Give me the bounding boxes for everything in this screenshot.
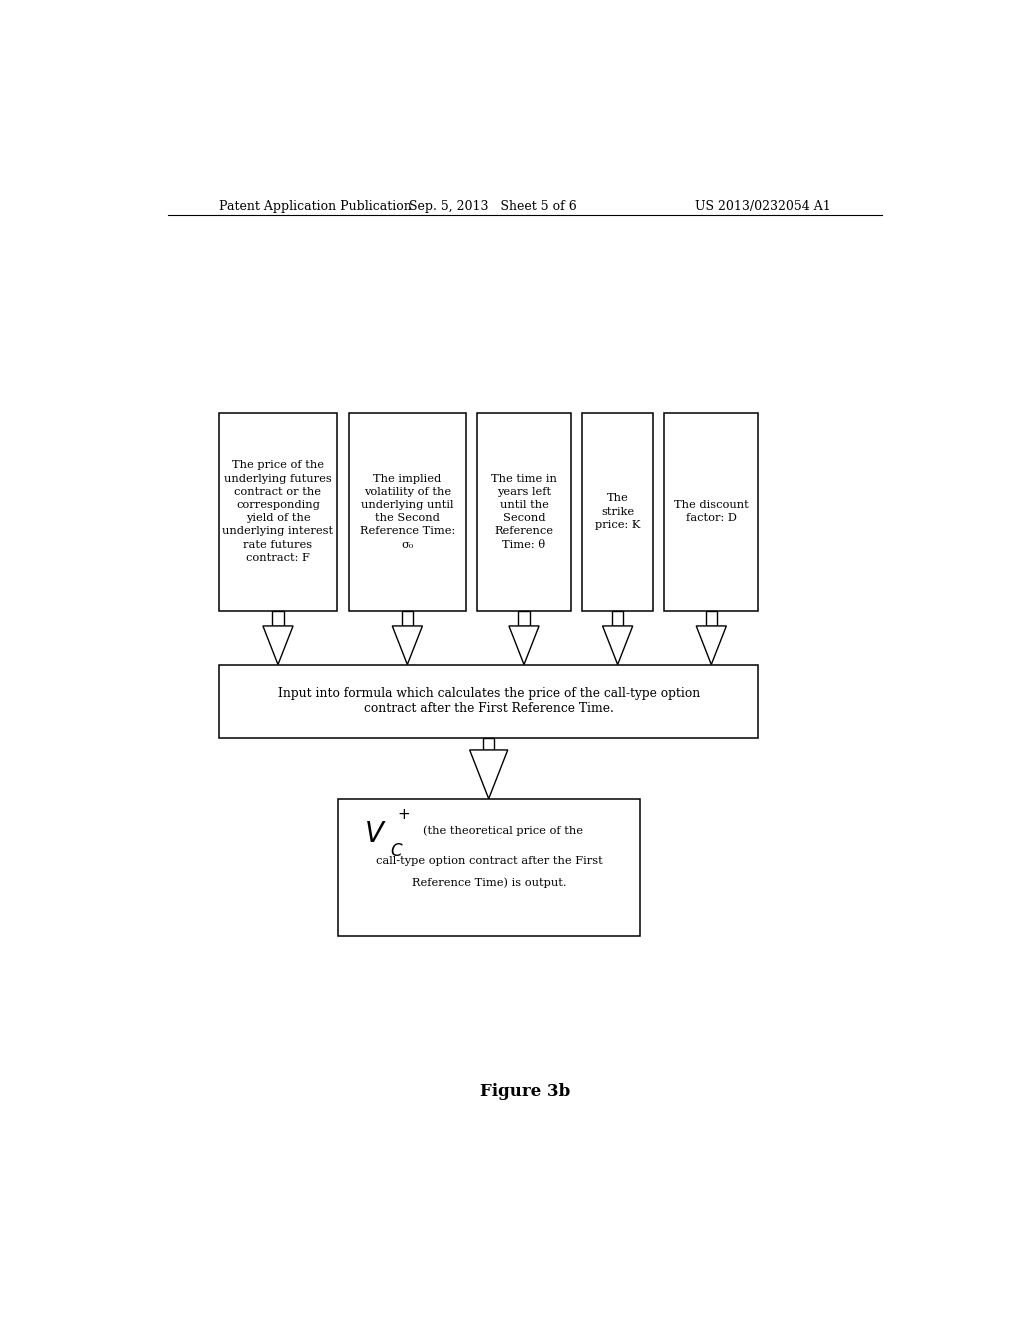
Text: Patent Application Publication: Patent Application Publication [219,199,412,213]
Text: (the theoretical price of the: (the theoretical price of the [423,825,584,836]
FancyBboxPatch shape [348,412,466,611]
FancyBboxPatch shape [219,412,337,611]
Polygon shape [509,626,539,664]
Text: Reference Time) is output.: Reference Time) is output. [412,878,566,888]
FancyBboxPatch shape [401,611,413,626]
Polygon shape [392,626,423,664]
Polygon shape [696,626,726,664]
FancyBboxPatch shape [338,799,640,936]
Text: $\mathit{C}$: $\mathit{C}$ [390,842,403,859]
Polygon shape [470,750,508,799]
FancyBboxPatch shape [219,664,758,738]
FancyBboxPatch shape [706,611,717,626]
FancyBboxPatch shape [477,412,570,611]
FancyBboxPatch shape [272,611,284,626]
FancyBboxPatch shape [518,611,529,626]
Polygon shape [602,626,633,664]
Text: The
strike
price: K: The strike price: K [595,494,640,529]
Text: call-type option contract after the First: call-type option contract after the Firs… [376,855,602,866]
Text: The price of the
underlying futures
contract or the
corresponding
yield of the
u: The price of the underlying futures cont… [222,461,334,562]
Text: $\mathit{V}$: $\mathit{V}$ [364,821,386,849]
Text: Sep. 5, 2013   Sheet 5 of 6: Sep. 5, 2013 Sheet 5 of 6 [410,199,577,213]
Text: The discount
factor: D: The discount factor: D [674,500,749,523]
Polygon shape [263,626,293,664]
Text: $+$: $+$ [397,807,411,821]
Text: Figure 3b: Figure 3b [479,1082,570,1100]
Text: US 2013/0232054 A1: US 2013/0232054 A1 [694,199,830,213]
FancyBboxPatch shape [582,412,653,611]
Text: Input into formula which calculates the price of the call-type option
contract a: Input into formula which calculates the … [278,688,699,715]
FancyBboxPatch shape [483,738,495,750]
FancyBboxPatch shape [612,611,624,626]
Text: The time in
years left
until the
Second
Reference
Time: θ: The time in years left until the Second … [492,474,557,549]
FancyBboxPatch shape [665,412,758,611]
Text: The implied
volatility of the
underlying until
the Second
Reference Time:
σ₀: The implied volatility of the underlying… [359,474,455,549]
